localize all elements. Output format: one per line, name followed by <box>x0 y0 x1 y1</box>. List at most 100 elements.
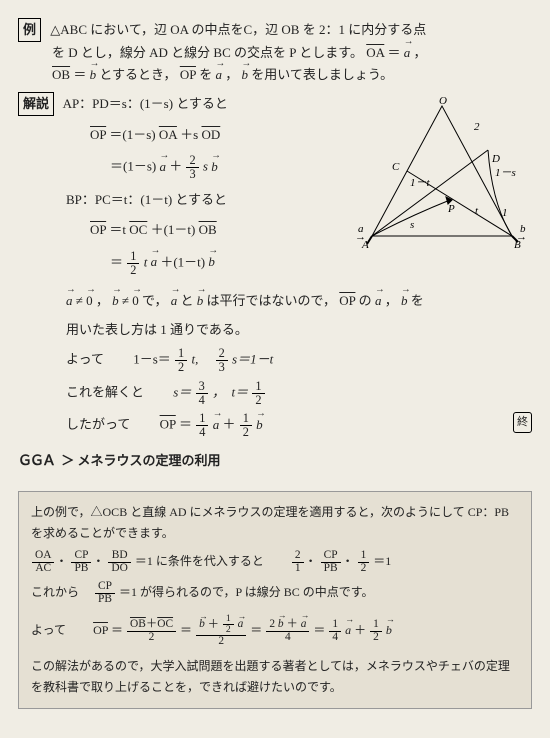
example-label: 例 <box>18 18 41 42</box>
t: ＝ <box>180 623 192 637</box>
t: 2 <box>370 632 382 644</box>
shita-row: したがって OP ＝ 14 a ＋ 12 b 終 <box>66 412 532 439</box>
t: ≠ <box>122 293 129 308</box>
t: OB <box>199 222 217 237</box>
eq4: ＝ 12 t a ＋(1－t) b <box>110 250 352 277</box>
t: 4 <box>196 394 208 407</box>
t: ＝ <box>111 623 123 637</box>
vec-a: a <box>404 45 411 60</box>
t: b <box>112 293 119 308</box>
t: は平行ではないので， <box>207 293 336 308</box>
t: a <box>66 293 73 308</box>
t: 1 <box>252 380 264 394</box>
svg-text:→: → <box>355 231 366 243</box>
t: 2 <box>223 625 234 635</box>
t: a <box>151 254 158 269</box>
sol-s2: BP：PC＝t：(1－t) とすると <box>66 189 352 211</box>
t: ≠ <box>76 293 83 308</box>
t: OP <box>90 222 106 237</box>
column-box: 上の例で，△OCB と直線 AD にメネラウスの定理を適用すると，次のようにして… <box>18 491 532 709</box>
t: を <box>199 67 215 82</box>
t: 0 <box>132 293 139 308</box>
t: ＝t <box>109 222 126 237</box>
t: ＝1 <box>373 554 391 568</box>
t: a <box>345 623 351 637</box>
t: 3 <box>196 380 208 394</box>
t: 1 <box>329 619 341 632</box>
t: ＋ <box>286 618 297 630</box>
t: b <box>197 293 204 308</box>
t: OC <box>157 618 173 630</box>
t: b <box>256 417 263 432</box>
t: ＝ <box>388 45 401 60</box>
t: 4 <box>196 426 208 439</box>
t: 2 <box>186 154 198 168</box>
lbl-P: P <box>447 203 455 215</box>
t: ＝ <box>313 623 325 637</box>
end-label: 終 <box>513 412 532 433</box>
t: ＝ <box>179 417 192 432</box>
t: PB <box>321 563 341 575</box>
t: ＝(1－s) <box>109 127 155 142</box>
t: a <box>375 293 382 308</box>
lbl-O: O <box>439 96 447 107</box>
vec-op: OP <box>180 67 196 82</box>
t: 1 <box>196 412 208 426</box>
problem-line2: を D とし，線分 AD と線分 BC の交点を P とします。 OA ＝ a … <box>52 42 532 64</box>
t: ＝ <box>250 623 262 637</box>
t: 2 <box>358 563 370 575</box>
triangle-diagram: O A B C D P a b 1 2 s 1－s t 1－t → → <box>352 92 532 284</box>
t: a <box>213 417 220 432</box>
col-p1: 上の例で，△OCB と直線 AD にメネラウスの定理を適用すると，次のようにして… <box>31 502 519 544</box>
eq2: ＝(1－s) a ＋ 23 s b <box>110 154 352 181</box>
t: ， <box>225 67 238 82</box>
lbl-D: D <box>491 153 500 165</box>
condition-line2: 用いた表し方は 1 通りである。 <box>66 319 532 341</box>
t: a <box>171 293 178 308</box>
sol-s1: AP：PD＝s：(1－s) とすると <box>63 96 228 111</box>
lbl-1: 1 <box>502 207 508 219</box>
t: ＝(1－s) <box>110 159 156 174</box>
t: 2 <box>127 264 139 277</box>
t: 2 <box>252 394 264 407</box>
t: 1 <box>240 412 252 426</box>
t: s＝ <box>173 384 191 399</box>
t: t, <box>191 351 211 366</box>
t: ＋ <box>146 618 157 630</box>
t: 2 <box>127 632 176 644</box>
t: ， <box>385 293 398 308</box>
t: と <box>181 293 197 308</box>
t: 3 <box>186 168 198 181</box>
col-eq1: OAAC・ CPPB・ BDDO ＝1 に条件を代入すると 21・ CPPB・ … <box>31 550 519 575</box>
t: ， <box>414 45 427 60</box>
t: 2 <box>269 618 275 630</box>
t: ＝1 が得られるので，P は線分 BC の中点です。 <box>119 585 374 599</box>
col-p2: これから CPPB ＝1 が得られるので，P は線分 BC の中点です。 <box>31 581 519 606</box>
t: これを解くと <box>66 384 144 399</box>
eq3: OP ＝t OC ＋(1－t) OB <box>90 219 352 241</box>
t: s＝1－t <box>232 351 273 366</box>
t: OC <box>129 222 147 237</box>
t: で， <box>142 293 167 308</box>
t: a <box>238 618 244 630</box>
t: ＝ <box>110 254 123 269</box>
lbl-1mt: 1－t <box>410 177 430 189</box>
t: ＝1 に条件を代入すると <box>135 554 264 568</box>
t: 2 <box>216 347 228 361</box>
t: 0 <box>86 293 93 308</box>
t: b <box>199 618 205 630</box>
t: a <box>159 159 166 174</box>
vec-b: b <box>241 67 248 82</box>
t: a <box>301 618 307 630</box>
t: ， t＝ <box>212 384 248 399</box>
lbl-s: s <box>410 219 414 231</box>
t: t <box>144 254 148 269</box>
problem-line3: OB ＝ b とするとき， OP を a ， b を用いて表しましょう。 <box>52 64 532 86</box>
t: 1－s＝ <box>133 351 171 366</box>
t: これから <box>31 585 91 599</box>
t: 1 <box>292 563 304 575</box>
t: OD <box>201 127 220 142</box>
t: OA <box>159 127 177 142</box>
t: OP <box>339 293 355 308</box>
t: 4 <box>329 632 341 644</box>
